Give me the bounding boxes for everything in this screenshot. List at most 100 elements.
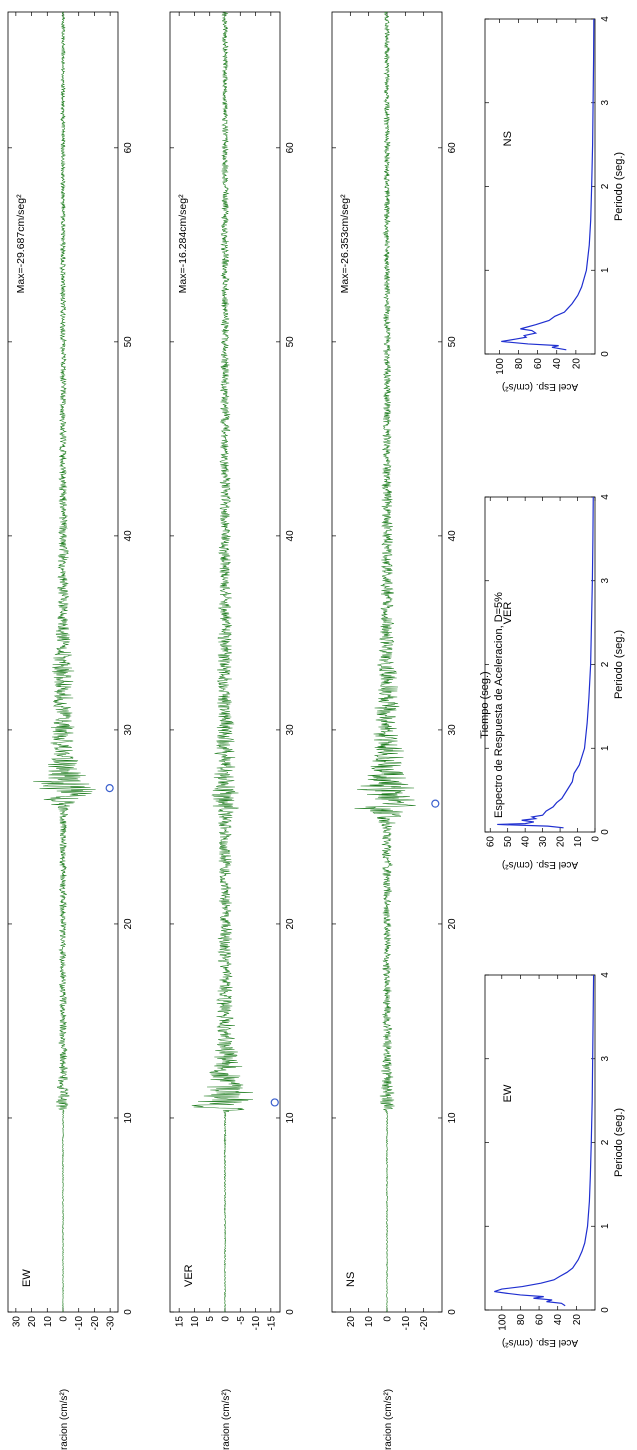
- accel-ns-component-label: NS: [345, 1272, 357, 1287]
- accel-ver-max-label: Max=-16.284cm/seg²: [177, 194, 189, 293]
- spec-ns-xtick-label: 2: [600, 183, 611, 189]
- accel-ew-xtick-label: 50: [123, 336, 134, 348]
- spec-ver-ytick-label: 0: [591, 836, 602, 842]
- accel-ver-ytick-label: 15: [175, 1316, 186, 1328]
- accel-ew-ytick-label: 20: [27, 1316, 38, 1328]
- spec-ew-component-label: EW: [502, 1084, 514, 1102]
- accel-ns-xtick-label: 30: [447, 724, 458, 736]
- accel-ver-xtick-label: 10: [285, 1112, 296, 1124]
- accel-ns-ytick-label: 0: [383, 1316, 394, 1322]
- spec-ns-ytick-label: 100: [495, 358, 506, 375]
- spec-ns-ytick-label: 20: [571, 358, 582, 370]
- accel-ew-xtick-label: 30: [123, 724, 134, 736]
- spec-ver-ytick-label: 10: [573, 836, 584, 848]
- spec-ew-ytick-label: 20: [572, 1314, 583, 1326]
- accel-ew-panel: 0 10 20 30 40 50 60 -30 -20 -10 0 10 20 30 EW Aceleraci…: [7, 11, 134, 1450]
- spec-ew-panel: 0 1 2 3 4 20 40 60 80 100 EW Acel Esp. (cm/s²) Perio…: [484, 972, 625, 1348]
- spec-ns-ylabel: Acel Esp. (cm/s²): [502, 381, 578, 392]
- spec-ver-xtick-label: 4: [600, 494, 611, 500]
- accel-ver-ytick-label: 0: [221, 1316, 232, 1322]
- accel-ver-xtick-label: 50: [285, 336, 296, 348]
- accel-ew-xtick-label: 0: [123, 1309, 134, 1315]
- accel-ns-ytick-label: -20: [419, 1316, 430, 1331]
- accel-ver-xtick-label: 20: [285, 918, 296, 930]
- spec-ns-component-label: NS: [502, 131, 514, 146]
- spec-ew-xtick-label: 0: [600, 1307, 611, 1313]
- accel-ew-xtick-label: 20: [123, 918, 134, 930]
- spec-ns-frame: [484, 18, 596, 355]
- spec-ver-ylabel: Acel Esp. (cm/s²): [502, 859, 578, 870]
- spec-ver-ytick-label: 60: [486, 836, 497, 848]
- spec-ew-xtick-label: 4: [600, 972, 611, 978]
- accel-ver-xtick-label: 40: [285, 530, 296, 542]
- spec-ns-xlabel: Periodo (seg.): [613, 152, 625, 221]
- accel-ns-xtick-label: 60: [447, 142, 458, 154]
- spec-ns-ytick-label: 40: [552, 358, 563, 370]
- accel-ew-peak-marker: [105, 784, 114, 793]
- spec-ver-xtick-label: 3: [600, 578, 611, 584]
- spec-ew-ytick-label: 80: [516, 1314, 527, 1326]
- accel-ew-component-label: EW: [21, 1269, 33, 1287]
- accel-ver-ytick-label: -15: [266, 1316, 277, 1331]
- spec-ns-ytick-label: 80: [514, 358, 525, 370]
- accel-ew-ytick-label: -30: [106, 1316, 117, 1331]
- accel-ns-xtick-label: 20: [447, 918, 458, 930]
- accel-ver-xtick-label: 0: [285, 1309, 296, 1315]
- accel-ew-xtick-label: 40: [123, 530, 134, 542]
- accel-ew-ytick-label: 30: [11, 1316, 22, 1328]
- spec-ver-xtick-label: 2: [600, 661, 611, 667]
- accel-ver-ytick-label: -10: [251, 1316, 262, 1331]
- accel-ns-xtick-label: 10: [447, 1112, 458, 1124]
- spec-ew-ylabel: Acel Esp. (cm/s²): [502, 1337, 578, 1348]
- accel-ew-ytick-label: -10: [74, 1316, 85, 1331]
- spec-ver-xtick-label: 1: [600, 745, 611, 751]
- accel-ns-peak-marker: [431, 799, 440, 808]
- accel-ver-xtick-label: 60: [285, 142, 296, 154]
- accel-ns-ylabel: Aceleracion (cm/s²): [383, 1389, 394, 1450]
- accel-ew-xtick-label: 60: [123, 142, 134, 154]
- accel-ew-max-label: Max=-29.687cm/seg²: [15, 194, 27, 293]
- spec-ns-series-line: [501, 18, 595, 351]
- spec-ver-ytick-label: 40: [521, 836, 532, 848]
- spec-ns-xtick-label: 1: [600, 267, 611, 273]
- accel-ns-xtick-label: 40: [447, 530, 458, 542]
- spec-ns-panel: 0 1 2 3 4 20 40 60 80 100 NS Acel Esp. (cm/s²) Perio…: [484, 16, 625, 392]
- accel-ver-ylabel: Aceleracion (cm/s²): [221, 1389, 232, 1450]
- accel-ver-ytick-label: 10: [190, 1316, 201, 1328]
- spec-ew-xlabel: Periodo (seg.): [613, 1108, 625, 1177]
- accel-ver-ytick-label: 5: [205, 1316, 216, 1322]
- accel-ns-xtick-label: 50: [447, 336, 458, 348]
- accel-ew-series-line: [33, 11, 96, 1313]
- spec-ver-ytick-label: 30: [538, 836, 549, 848]
- spec-ew-ytick-label: 100: [497, 1314, 508, 1331]
- accel-ns-ytick-label: 20: [346, 1316, 357, 1328]
- accel-ns-panel: 0 10 20 30 40 50 60 -20 -10 0 10 20 NS Aceleracion (c…: [331, 11, 458, 1450]
- spec-ns-xtick-label: 3: [600, 100, 611, 106]
- spec-ns-xtick-label: 0: [600, 351, 611, 357]
- accel-ew-ytick-label: 10: [43, 1316, 54, 1328]
- spec-ew-ytick-label: 60: [535, 1314, 546, 1326]
- spec-ew-xtick-label: 3: [600, 1056, 611, 1062]
- accel-ver-series-line: [191, 11, 254, 1313]
- spec-ns-xtick-label: 4: [600, 16, 611, 22]
- accel-ns-max-label: Max=-26.353cm/seg²: [339, 194, 351, 293]
- accel-ew-ylabel: Aceleracion (cm/s²): [59, 1389, 70, 1450]
- accel-ver-ytick-label: -5: [236, 1316, 247, 1325]
- accel-ew-ytick-label: 0: [59, 1316, 70, 1322]
- accel-ns-xtick-label: 0: [447, 1309, 458, 1315]
- time-axis-label: Tiempo (seg.): [479, 671, 491, 738]
- spec-ns-ytick-label: 60: [533, 358, 544, 370]
- spectrum-title: Espectro de Respuesta de Aceleracion, D=…: [493, 592, 505, 818]
- accel-ns-series-line: [354, 11, 416, 1313]
- spec-ver-component-label: VER: [502, 602, 514, 625]
- spec-ew-xtick-label: 2: [600, 1139, 611, 1145]
- rotated-figure: 0102030405060-30-20-100102030EWAceleraci…: [7, 11, 625, 1450]
- spec-ver-xtick-label: 0: [600, 829, 611, 835]
- accel-ver-component-label: VER: [183, 1264, 195, 1287]
- accel-ver-panel: 0102030405060-15-10-5051015VERAceleracio…: [169, 11, 296, 1450]
- accel-ver-peak-marker: [270, 1098, 279, 1107]
- spec-ew-ytick-label: 40: [553, 1314, 564, 1326]
- accel-ew-xtick-label: 10: [123, 1112, 134, 1124]
